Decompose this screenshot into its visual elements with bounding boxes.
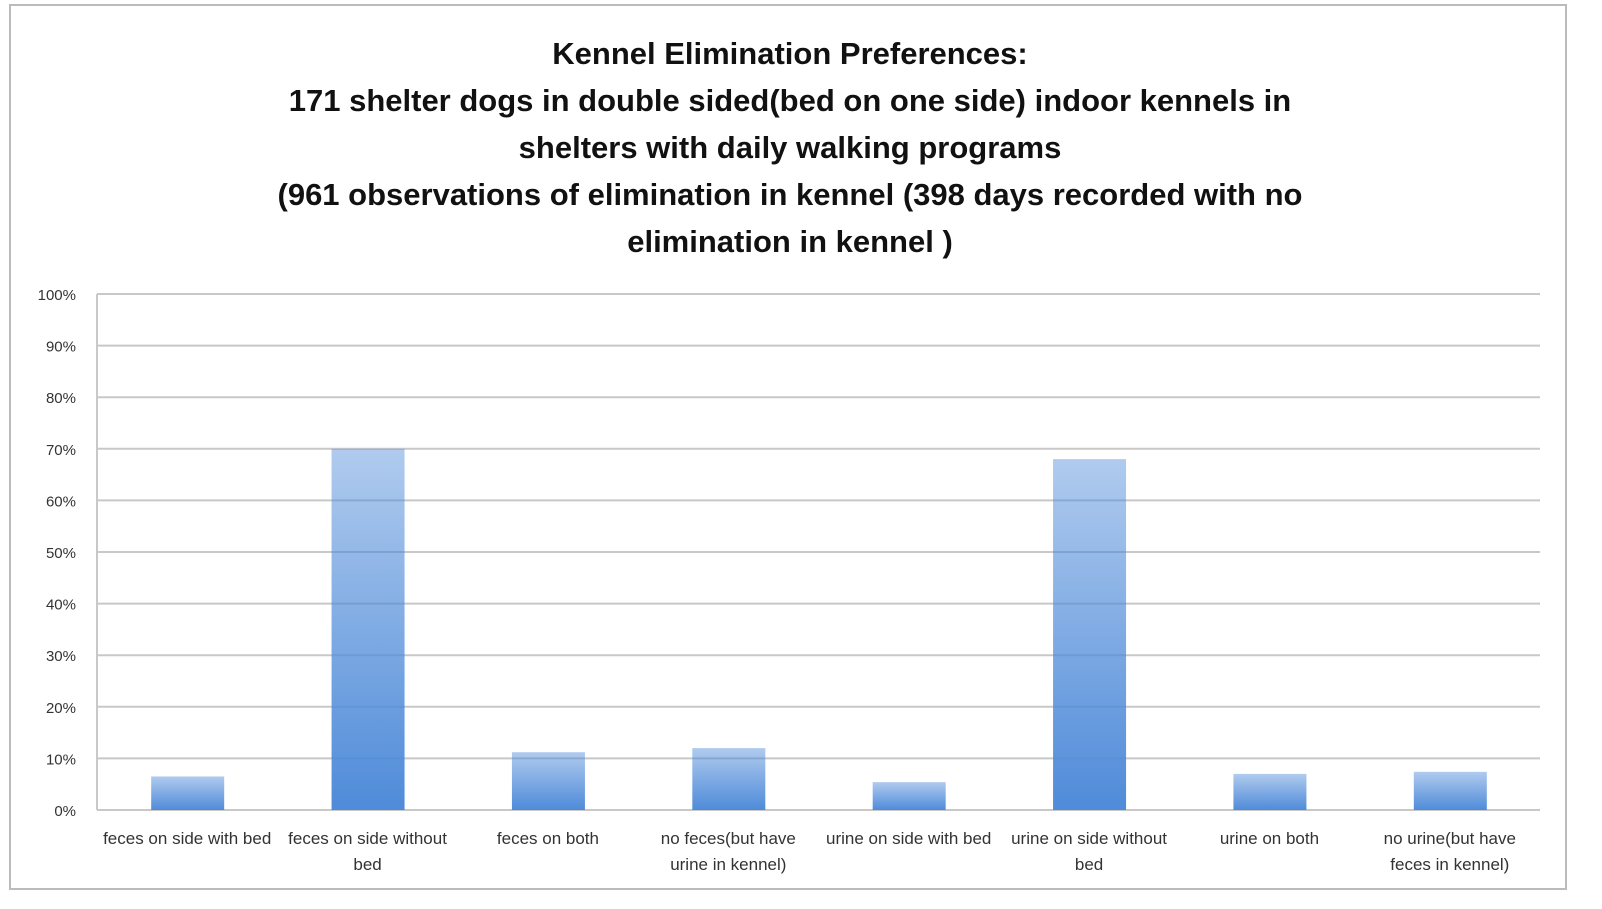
x-tick-label: no feces(but have urine in kennel) [660,829,796,874]
y-tick-label: 80% [46,390,76,407]
y-tick-label: 30% [46,648,76,665]
x-tick-label: urine on side with bed [825,829,992,848]
x-tick-label: feces on both [496,829,599,848]
bar [872,782,946,810]
x-tick-label: feces on side without bed [288,829,447,874]
x-tick-label: urine on side without bed [1011,829,1168,874]
bar [511,752,585,810]
chart-title: elimination in kennel ) [627,224,953,259]
y-tick-label: 40% [46,597,76,614]
x-tick-label: urine on both [1219,829,1320,848]
bar [151,776,225,810]
y-tick-label: 70% [46,442,76,459]
bar [331,448,405,810]
chart-title: shelters with daily walking programs [519,130,1062,165]
bar [1053,459,1127,810]
chart-border [9,4,1567,890]
chart-title: (961 observations of elimination in kenn… [278,177,1303,212]
y-tick-label: 100% [38,287,76,304]
y-tick-label: 0% [54,803,76,820]
chart-title: 171 shelter dogs in double sided(bed on … [289,83,1291,118]
y-tick-label: 50% [46,545,76,562]
chart-title: Kennel Elimination Preferences: [552,36,1027,71]
bar [692,748,766,810]
y-tick-label: 90% [46,339,76,356]
y-tick-label: 20% [46,700,76,717]
y-tick-label: 10% [46,751,76,768]
x-tick-label: feces on side with bed [103,829,272,848]
x-tick-label: no urine(but have feces in kennel) [1383,829,1516,874]
y-tick-label: 60% [46,493,76,510]
bar [1233,773,1307,810]
bar [1413,771,1487,810]
